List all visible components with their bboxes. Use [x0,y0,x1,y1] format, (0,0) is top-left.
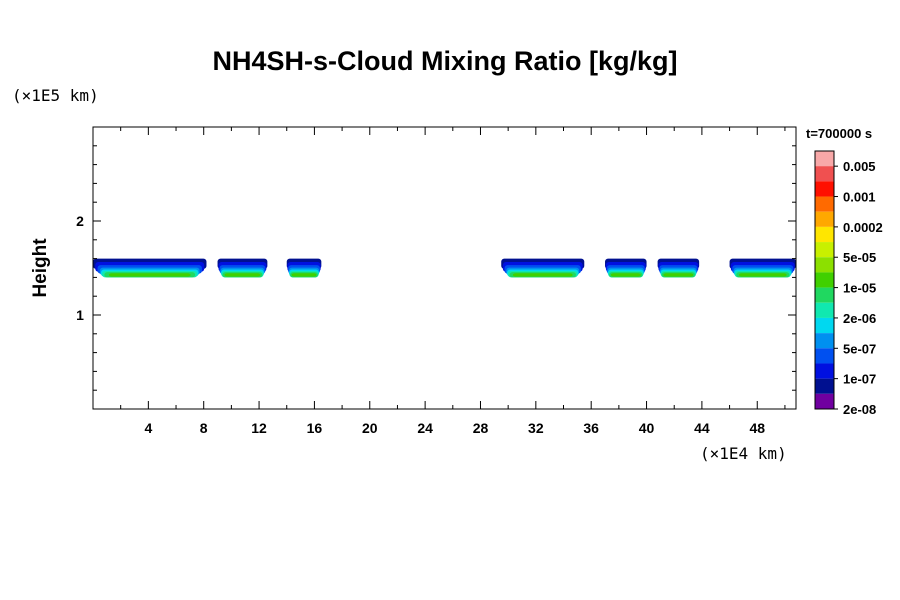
colorbar-swatch [815,348,834,364]
chart-title: NH4SH-s-Cloud Mixing Ratio [kg/kg] [212,46,678,76]
x-tick-label: 36 [583,420,599,436]
colorbar-label: 0.005 [843,159,876,174]
colorbar-swatch [815,302,834,318]
colorbar-frame [814,150,835,410]
x-tick-label: 12 [251,420,267,436]
colorbar-swatch [815,242,834,258]
colorbar-swatch [815,333,834,349]
colorbar-label: 1e-05 [843,281,876,296]
colorbar-swatch [815,151,834,167]
cloud-segment [217,258,268,278]
colorbar-label: 0.0002 [843,220,883,235]
x-tick-label: 40 [639,420,655,436]
colorbar-swatch [815,257,834,273]
colorbar-label: 2e-08 [843,402,876,417]
colorbar-swatch [815,287,834,303]
colorbar-label: 5e-05 [843,250,876,265]
colorbar-swatch [815,211,834,227]
y-tick-label: 2 [76,213,84,229]
colorbar-swatch [815,363,834,379]
colorbar-swatch [815,378,834,394]
x-tick-label: 48 [749,420,765,436]
cloud-segment [729,258,796,278]
cloud-segment [605,258,647,278]
x-tick-label: 28 [473,420,489,436]
colorbar-swatch [815,166,834,182]
x-tick-label: 44 [694,420,710,436]
time-label: t=700000 s [806,126,873,141]
colorbar-swatch [815,272,834,288]
y-tick-label: 1 [76,307,84,323]
colorbar-label: 5e-07 [843,341,876,356]
x-tick-label: 24 [417,420,433,436]
colorbar-swatch [815,317,834,334]
x-tick-label: 20 [362,420,378,436]
colorbar-swatch [815,181,834,197]
colorbar-label: 0.001 [843,190,876,205]
cloud-segment [286,258,322,278]
x-tick-label: 8 [200,420,208,436]
cloud-segment [657,258,700,278]
colorbar-label: 1e-07 [843,372,876,387]
cloud-segment [501,258,585,278]
colorbar-swatch [815,226,834,243]
x-tick-label: 4 [144,420,152,436]
y-axis-unit: (×1E5 km) [12,86,99,105]
x-tick-label: 32 [528,420,544,436]
colorbar-swatch [815,196,834,212]
colorbar-swatch [815,393,834,409]
x-tick-label: 16 [307,420,323,436]
cloud-segment [93,258,207,278]
plot-frame [92,126,797,410]
x-axis-unit: (×1E4 km) [700,444,787,463]
colorbar-label: 2e-06 [843,311,876,326]
